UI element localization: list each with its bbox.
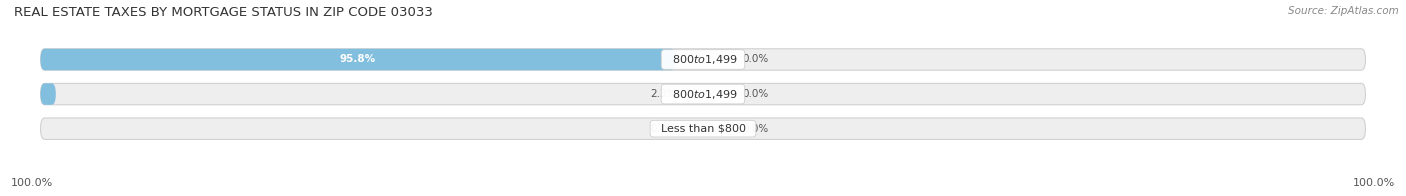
Text: Source: ZipAtlas.com: Source: ZipAtlas.com (1288, 6, 1399, 16)
Text: 0.0%: 0.0% (742, 54, 769, 64)
FancyBboxPatch shape (41, 49, 675, 70)
FancyBboxPatch shape (41, 83, 1365, 105)
FancyBboxPatch shape (41, 49, 1365, 70)
Text: Less than $800: Less than $800 (654, 124, 752, 134)
Text: 2.3%: 2.3% (650, 89, 676, 99)
Text: 0.0%: 0.0% (650, 124, 676, 134)
FancyBboxPatch shape (41, 83, 56, 105)
Text: 95.8%: 95.8% (340, 54, 375, 64)
FancyBboxPatch shape (41, 118, 1365, 139)
Legend: Without Mortgage, With Mortgage: Without Mortgage, With Mortgage (581, 193, 825, 196)
Text: $800 to $1,499: $800 to $1,499 (665, 88, 741, 101)
Text: REAL ESTATE TAXES BY MORTGAGE STATUS IN ZIP CODE 03033: REAL ESTATE TAXES BY MORTGAGE STATUS IN … (14, 6, 433, 19)
Text: 100.0%: 100.0% (11, 178, 53, 188)
Text: 100.0%: 100.0% (1353, 178, 1395, 188)
Text: 0.0%: 0.0% (742, 89, 769, 99)
Text: $800 to $1,499: $800 to $1,499 (665, 53, 741, 66)
Text: 0.0%: 0.0% (742, 124, 769, 134)
